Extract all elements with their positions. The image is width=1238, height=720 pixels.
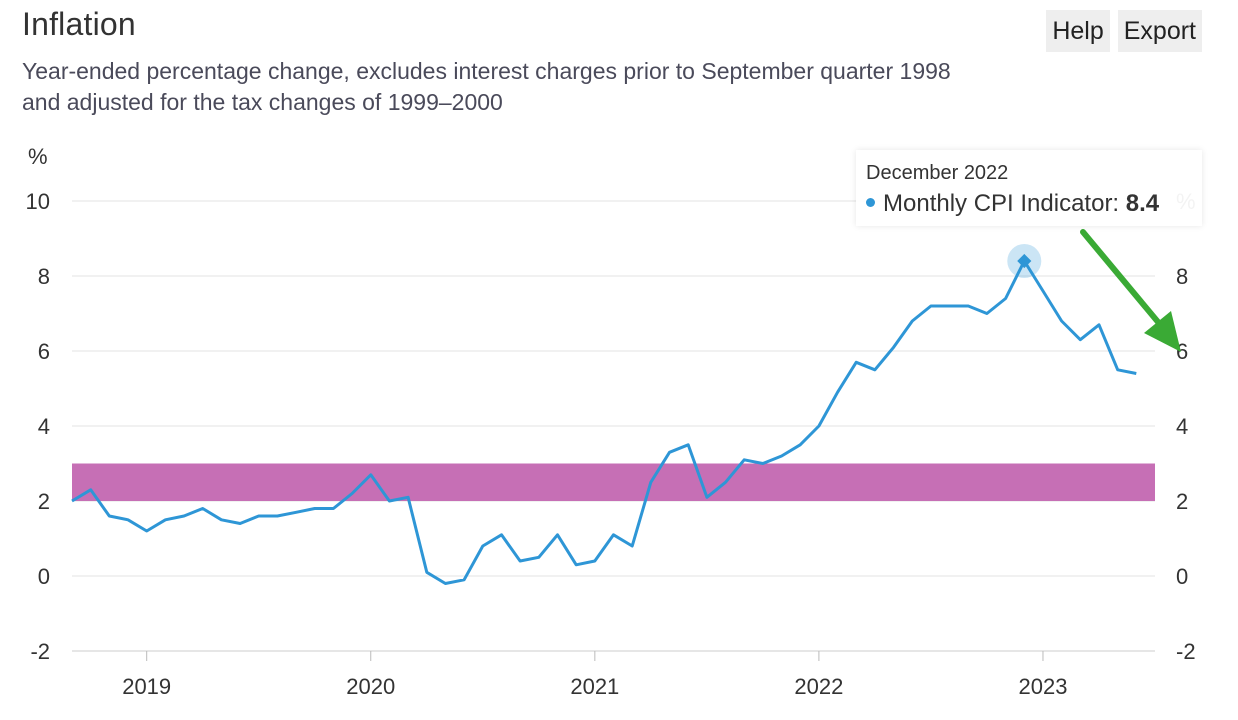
- target-band: [72, 463, 1155, 501]
- right-y-tick-label: -2: [1176, 639, 1196, 664]
- tooltip: December 2022 Monthly CPI Indicator: 8.4: [856, 150, 1202, 226]
- chart-subtitle: Year-ended percentage change, excludes i…: [22, 58, 951, 115]
- x-tick-label: 2022: [794, 674, 843, 699]
- series-line-monthly-cpi: [71, 259, 1137, 585]
- annotation-arrow: [1080, 229, 1181, 352]
- tooltip-row: Monthly CPI Indicator: 8.4: [866, 190, 1159, 218]
- y-tick-label: 4: [38, 414, 50, 439]
- right-y-tick-label: 8: [1176, 264, 1188, 289]
- x-tick-label: 2023: [1018, 674, 1067, 699]
- left-y-axis: -2 0 2 4 6 8 10: [26, 189, 50, 664]
- annotation-arrow-head: [1144, 311, 1181, 352]
- y-tick-label: 2: [38, 489, 50, 514]
- tooltip-value: 8.4: [1125, 190, 1160, 217]
- x-tick-label: 2020: [346, 674, 395, 699]
- x-tick-label: 2019: [122, 674, 171, 699]
- tooltip-title: December 2022: [866, 162, 1009, 184]
- x-axis: 2019 2020 2021 2022 2023: [72, 650, 1155, 699]
- y-tick-label: 0: [38, 564, 50, 589]
- x-tick-label: 2021: [570, 674, 619, 699]
- y-tick-label: 6: [38, 339, 50, 364]
- series-points: [70, 259, 1138, 586]
- gridlines: [72, 200, 1155, 652]
- export-button[interactable]: Export: [1117, 10, 1202, 52]
- tooltip-series-label: Monthly CPI Indicator:: [883, 190, 1120, 217]
- y-tick-label: 10: [26, 189, 50, 214]
- y-axis-label: %: [28, 144, 48, 169]
- series-dot-icon: [866, 198, 875, 208]
- help-button[interactable]: Help: [1046, 10, 1110, 52]
- right-y-tick-label: 4: [1176, 414, 1188, 439]
- y-tick-label: 8: [38, 264, 50, 289]
- annotation-arrow-shaft: [1080, 229, 1161, 325]
- chart-toolbar: Help Export: [1046, 10, 1202, 52]
- highlight-marker[interactable]: [1017, 253, 1032, 269]
- y-tick-label: -2: [30, 639, 50, 664]
- right-y-tick-label: 0: [1176, 564, 1188, 589]
- chart-title: Inflation: [22, 6, 136, 42]
- right-y-tick-label: 2: [1176, 489, 1188, 514]
